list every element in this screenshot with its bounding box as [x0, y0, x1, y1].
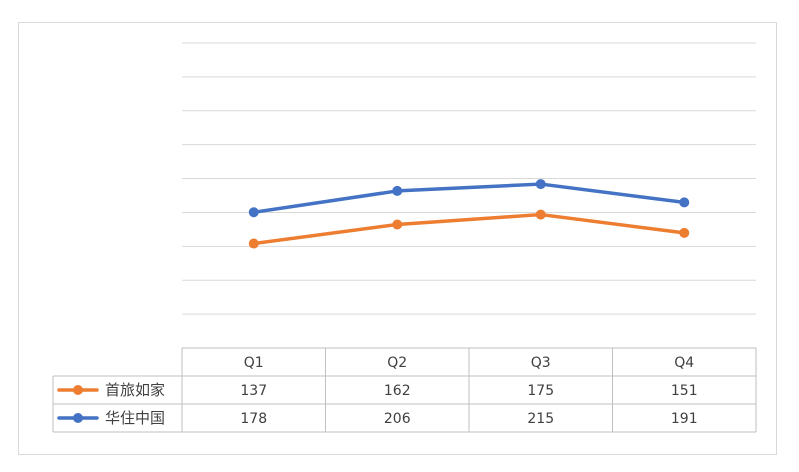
series-lines — [248, 179, 690, 249]
series-line-1 — [252, 182, 686, 215]
chart-frame — [18, 22, 777, 455]
data-label: 151 — [671, 383, 698, 399]
data-point — [535, 179, 546, 190]
data-point — [535, 209, 546, 220]
category-label: Q4 — [674, 355, 694, 371]
category-label: Q1 — [244, 355, 264, 371]
data-point — [679, 197, 690, 208]
legend-marker — [73, 385, 83, 395]
series-line-0 — [252, 212, 686, 246]
data-label: 162 — [384, 383, 411, 399]
data-label: 191 — [671, 411, 698, 427]
data-label: 206 — [384, 411, 411, 427]
data-table: Q1 Q2 Q3 Q4 首旅如家 137 162 175 151 华住中国 178 206 215 191 — [52, 347, 757, 433]
data-point — [392, 219, 403, 230]
data-point — [248, 207, 259, 218]
gridlines — [182, 42, 756, 315]
legend-label: 华住中国 — [105, 409, 165, 427]
legend-marker — [73, 413, 83, 423]
data-label: 178 — [240, 411, 267, 427]
data-label: 175 — [527, 383, 554, 399]
legend-label: 首旅如家 — [105, 381, 165, 399]
data-label: 215 — [527, 411, 554, 427]
category-label: Q3 — [531, 355, 551, 371]
data-point — [392, 185, 403, 196]
data-label: 137 — [240, 383, 267, 399]
data-point — [679, 227, 690, 238]
category-label: Q2 — [387, 355, 407, 371]
data-point — [248, 238, 259, 249]
